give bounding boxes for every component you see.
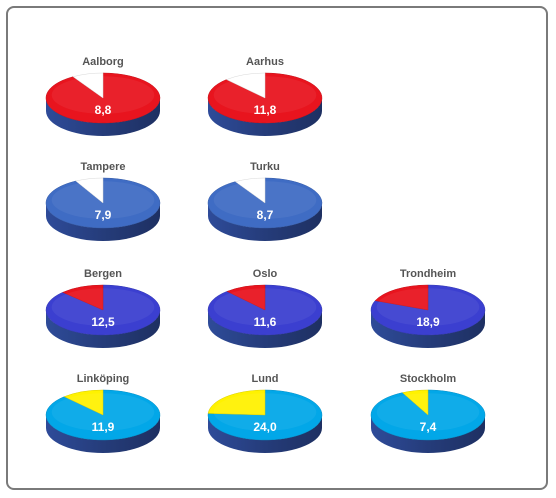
pie-title: Bergen [84,268,122,280]
pie-highlight [51,288,155,326]
pie-side [46,415,160,453]
pie-title: Aarhus [246,56,284,68]
pie-value-label: 7,9 [95,208,112,222]
pie-side [46,203,160,241]
pie-highlight [51,393,155,431]
pie-title: Turku [250,161,280,173]
pie-small-slice [225,72,266,99]
pie-tampere: Tampere 7,9 [45,161,161,241]
pie-side [371,415,485,453]
pie-small-slice [234,177,266,204]
pie-small-slice [401,389,429,416]
pie-highlight [51,181,155,219]
pie-title: Aalborg [82,56,124,68]
pie-value-label: 11,8 [254,103,277,117]
pie-bergen: Bergen 12,5 [45,268,161,348]
pie-main-slice [45,72,161,124]
pie-side [208,310,322,348]
pie-highlight [376,288,480,326]
pie-side [208,203,322,241]
pie-oslo: Oslo 11,6 [207,268,323,348]
pie-small-slice [62,284,104,311]
pie-highlight [213,393,317,431]
pie-title: Tampere [80,161,125,173]
pie-value-label: 11,6 [254,315,277,329]
pie-side [46,98,160,136]
pie-main-slice [45,284,161,336]
pie-value-label: 24,0 [253,420,277,434]
pie-small-slice [374,284,429,311]
pie-title: Oslo [253,268,278,280]
pie-value-label: 12,5 [91,315,115,329]
pie-small-slice [207,389,266,416]
pie-small-slice [75,177,104,204]
pie-highlight [213,181,317,219]
pie-title: Stockholm [400,373,456,385]
pie-aalborg: Aalborg 8,8 [45,56,161,136]
pie-highlight [213,76,317,114]
pie-small-slice [63,389,104,416]
pie-side [208,415,322,453]
pie-value-label: 8,8 [95,103,112,117]
pie-highlight [51,76,155,114]
pie-turku: Turku 8,7 [207,161,323,241]
pie-title: Lund [252,373,279,385]
pie-highlight [213,288,317,326]
pie-value-label: 8,7 [257,208,274,222]
pie-small-slice [226,284,266,311]
pie-side [46,310,160,348]
pie-aarhus: Aarhus 11,8 [207,56,323,136]
pie-value-label: 7,4 [420,420,437,434]
pie-title: Linköping [77,373,130,385]
pie-side [208,98,322,136]
pie-highlight [376,393,480,431]
pie-title: Trondheim [400,268,456,280]
pie-small-slice [72,72,104,99]
pie-stockholm: Stockholm 7,4 [370,373,486,453]
pie-side [371,310,485,348]
pie-value-label: 11,9 [92,420,115,434]
pie-trondheim: Trondheim 18,9 [370,268,486,348]
pie-lund: Lund 24,0 [207,373,323,453]
pie-linkping: Linköping 11,9 [45,373,161,453]
pie-value-label: 18,9 [416,315,440,329]
